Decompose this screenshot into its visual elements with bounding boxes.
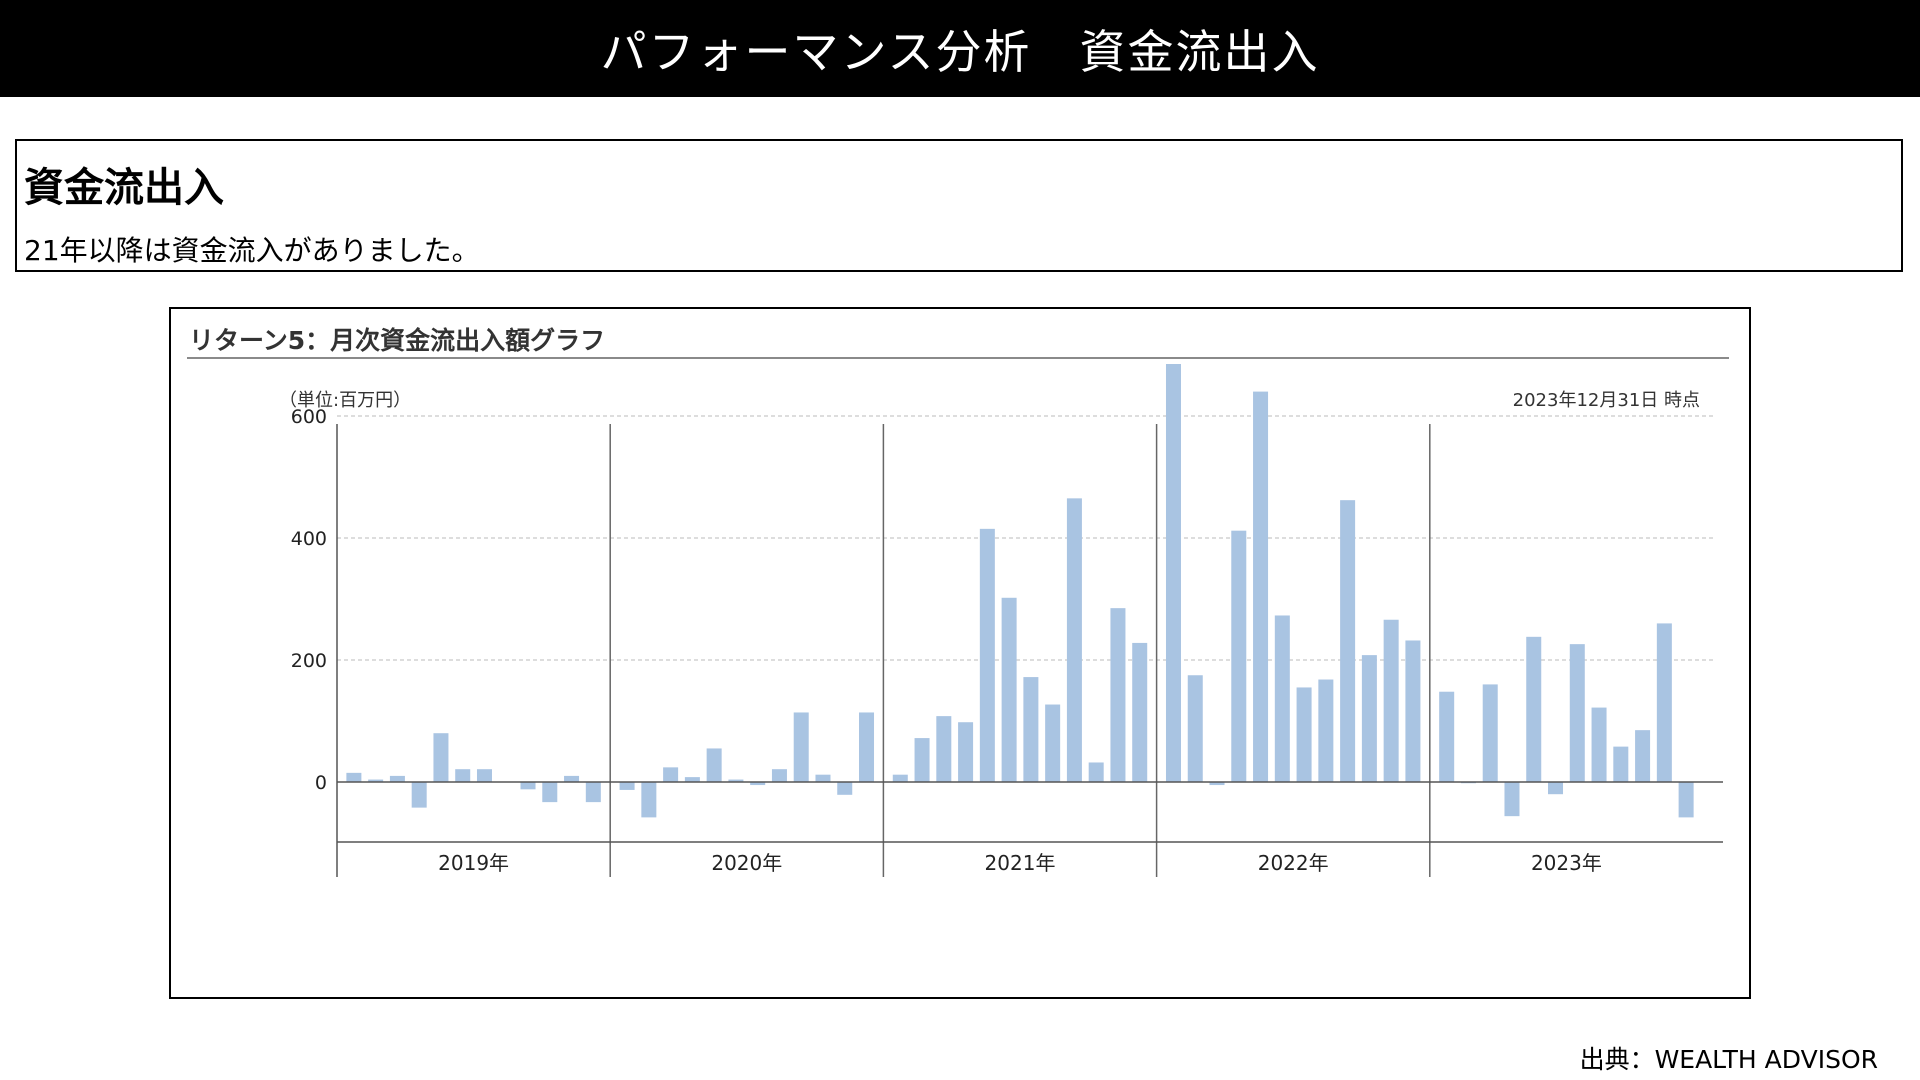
bar [455, 769, 471, 782]
year-label: 2019年 [438, 851, 509, 875]
bar [979, 528, 995, 782]
bar [684, 777, 700, 782]
y-tick-label: 0 [315, 772, 327, 794]
bar [1405, 640, 1421, 782]
bar [1045, 704, 1061, 782]
bar [1132, 642, 1148, 782]
bar [1361, 655, 1377, 782]
summary-text: 21年以降は資金流入がありました。 [24, 234, 480, 267]
gridlines [337, 415, 1713, 661]
year-label: 2021年 [985, 851, 1056, 875]
bar [750, 782, 766, 786]
y-tick-labels: 0 200 400 600 [291, 406, 327, 794]
bar [1340, 500, 1356, 782]
bar [1613, 746, 1629, 782]
year-dividers [609, 424, 1431, 877]
y-tick-label: 400 [291, 528, 327, 550]
bar [1635, 730, 1651, 782]
bar [641, 782, 657, 818]
bar [1318, 679, 1334, 782]
bar [1088, 762, 1104, 782]
bar [1526, 636, 1542, 782]
bar [793, 712, 809, 782]
page-title: パフォーマンス分析 資金流出入 [600, 24, 1320, 79]
bar [837, 782, 853, 795]
unit-label: （単位:百万円） [279, 390, 411, 411]
bar [1023, 677, 1039, 782]
bar [520, 782, 536, 790]
page-header: パフォーマンス分析 資金流出入 [0, 0, 1920, 97]
bar [585, 782, 601, 803]
bar [771, 769, 787, 782]
bar [1656, 623, 1672, 782]
bar [663, 767, 679, 782]
chart-title-divider [187, 357, 1729, 359]
bar [542, 782, 558, 803]
bar [1296, 687, 1312, 782]
bar [1274, 615, 1290, 782]
bar [1066, 498, 1082, 782]
bar [476, 769, 492, 782]
bar [1209, 782, 1225, 786]
year-labels: 2019年 2020年 2021年 2022年 2023年 [438, 851, 1602, 875]
bar [1110, 608, 1126, 782]
bar [1001, 597, 1017, 782]
bar [346, 772, 362, 782]
fund-flow-bar-chart: （単位:百万円） 2023年12月31日 時点 0 200 400 600 2019年… [279, 364, 1723, 877]
bar [564, 775, 580, 782]
bar [433, 733, 449, 782]
bar [815, 774, 831, 782]
summary-box: 資金流出入 21年以降は資金流入がありました。 [15, 139, 1903, 272]
bar [1482, 684, 1498, 782]
bar [411, 782, 427, 808]
axes [336, 424, 1723, 877]
summary-heading: 資金流出入 [24, 165, 224, 211]
chart-panel: リターン5：月次資金流出入額グラフ （単位:百万円） 2023年12月31日 時… [169, 307, 1751, 999]
bar [368, 779, 384, 782]
bar [1504, 782, 1520, 817]
bar [1187, 675, 1203, 782]
bars [346, 364, 1694, 818]
bar [1591, 707, 1607, 782]
bar [1548, 782, 1564, 795]
bar [1165, 364, 1181, 782]
bar [958, 722, 974, 782]
year-label: 2023年 [1531, 851, 1602, 875]
bar [892, 774, 908, 782]
bar [619, 782, 635, 790]
bar [914, 738, 930, 782]
as-of-label: 2023年12月31日 時点 [1513, 390, 1700, 411]
bar [1253, 391, 1269, 782]
bar [706, 748, 722, 782]
bar [859, 712, 875, 782]
bar [389, 775, 405, 782]
bar [1439, 691, 1455, 782]
bar [1383, 619, 1399, 782]
bar [936, 716, 952, 782]
bar [728, 779, 744, 782]
y-tick-label: 200 [291, 650, 327, 672]
y-tick-label: 600 [291, 406, 327, 428]
year-label: 2022年 [1258, 851, 1329, 875]
source-credit: 出典：WEALTH ADVISOR [1579, 1045, 1878, 1074]
year-label: 2020年 [711, 851, 782, 875]
bar [1569, 644, 1585, 782]
chart-title: リターン5：月次資金流出入額グラフ [189, 326, 606, 355]
bar [1231, 530, 1247, 782]
bar [1678, 782, 1694, 818]
